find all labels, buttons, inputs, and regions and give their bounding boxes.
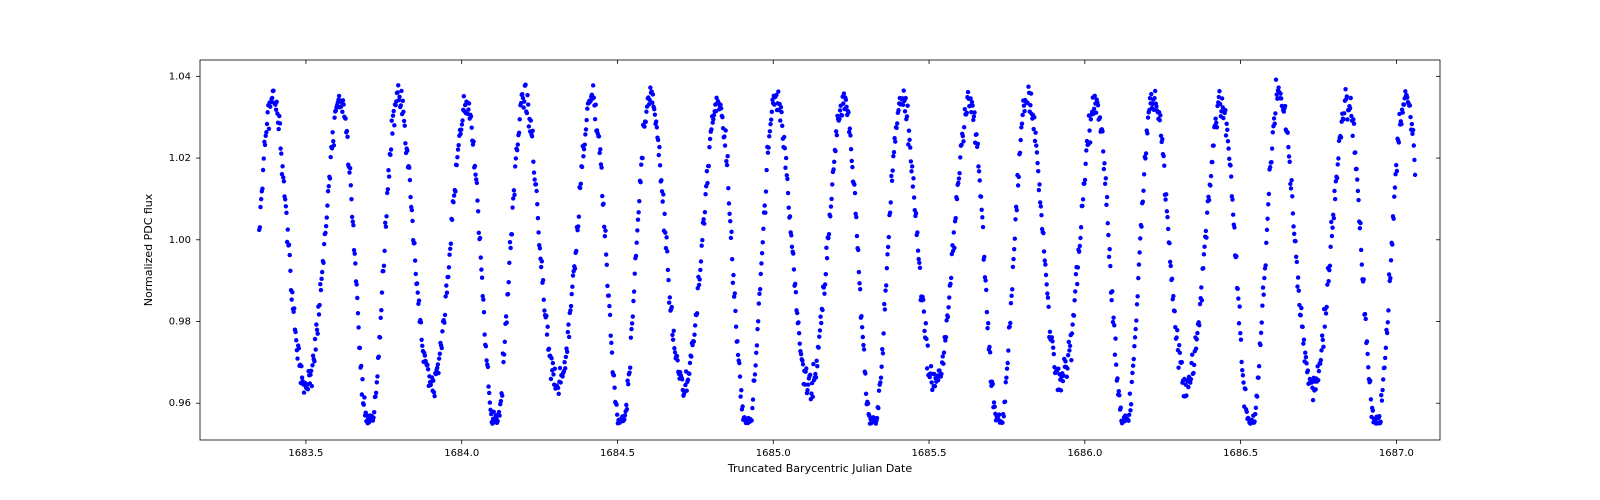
- y-tick-label: 1.00: [169, 235, 191, 246]
- x-tick-label: 1684.5: [600, 448, 635, 459]
- chart-svg: 1683.5 1684.0 1684.5 1685.0 1685.5 1686.0 1686…: [0, 0, 1600, 500]
- y-tick-label: 1.04: [169, 71, 191, 82]
- x-tick-label: 1686.0: [1067, 448, 1102, 459]
- x-tick-label: 1687.0: [1379, 448, 1414, 459]
- x-tick-label: 1685.5: [912, 448, 947, 459]
- x-axis-label: Truncated Barycentric Julian Date: [727, 462, 913, 475]
- y-axis-label: Normalized PDC flux: [142, 193, 155, 306]
- y-tick-label: 0.98: [169, 317, 191, 328]
- x-tick-label: 1685.0: [756, 448, 791, 459]
- x-tick-label: 1684.0: [444, 448, 479, 459]
- y-tick-label: 0.96: [169, 398, 191, 409]
- lightcurve-chart: 1683.5 1684.0 1684.5 1685.0 1685.5 1686.0 1686…: [0, 0, 1600, 500]
- y-tick-label: 1.02: [169, 153, 191, 164]
- x-tick-label: 1686.5: [1223, 448, 1258, 459]
- x-tick-label: 1683.5: [288, 448, 323, 459]
